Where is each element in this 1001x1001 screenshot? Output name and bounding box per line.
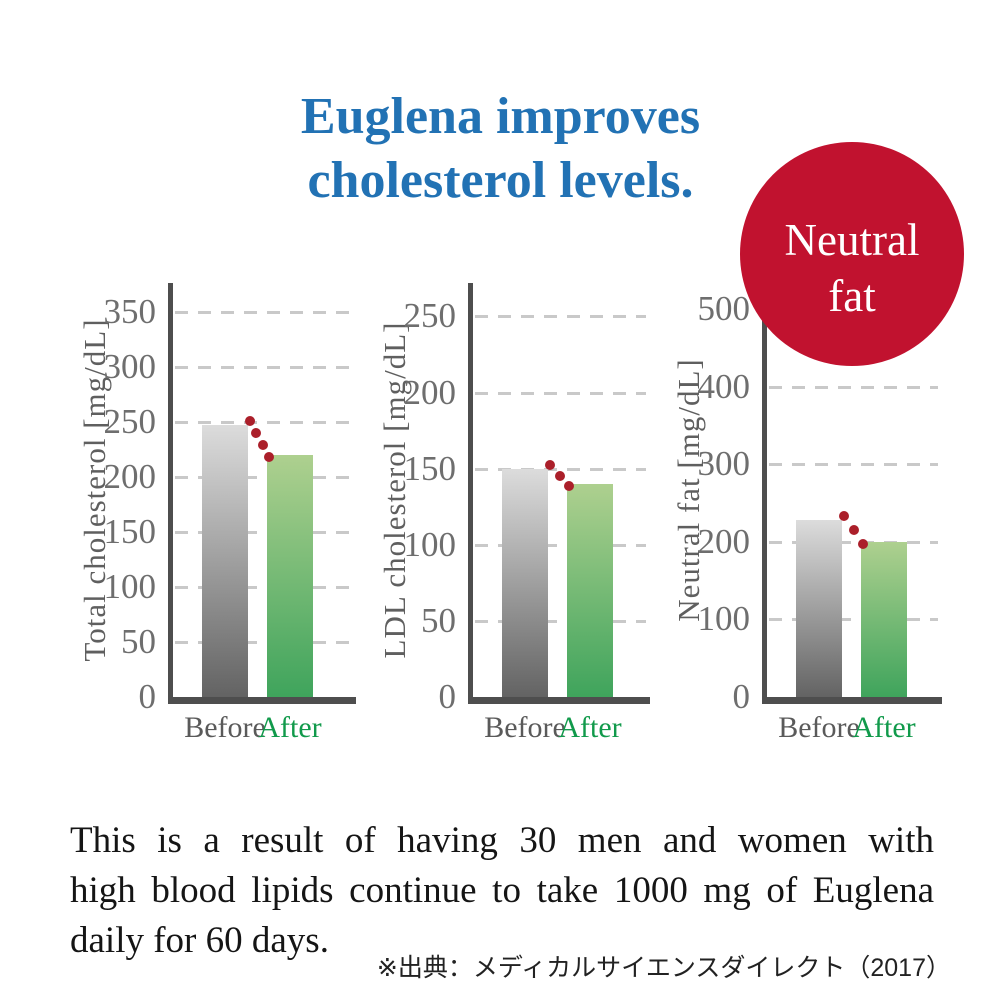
title-line-2: cholesterol levels. xyxy=(307,151,694,209)
trend-dot xyxy=(264,452,274,462)
gridline xyxy=(175,475,352,479)
y-axis xyxy=(168,283,173,704)
description-line-3: daily for 60 days. xyxy=(70,920,329,961)
gridline xyxy=(769,385,938,389)
y-tick-label: 50 xyxy=(121,621,156,661)
gridline xyxy=(475,543,646,547)
trend-dot xyxy=(245,416,255,426)
y-tick-label: 100 xyxy=(403,524,457,564)
y-tick-label: 400 xyxy=(697,366,751,406)
x-axis-baseline xyxy=(762,697,942,704)
description-line-2: high blood lipids continue to take 1000 … xyxy=(70,870,934,911)
category-label-before: Before xyxy=(484,711,566,744)
badge-line-2: fat xyxy=(828,271,876,321)
bar-after xyxy=(567,484,613,697)
trend-dot xyxy=(848,525,859,535)
chart-ldl-cholesterol: LDL cholesterol [mg/dL] Before After 0 50… xyxy=(377,283,650,744)
bar-before xyxy=(796,520,842,697)
gridline xyxy=(475,315,646,319)
y-tick-label: 100 xyxy=(697,599,751,639)
gridline xyxy=(475,391,646,395)
trend-dot xyxy=(251,428,262,438)
category-label-after: After xyxy=(258,711,322,744)
trend-dot xyxy=(858,539,868,549)
page-title: Euglena improves cholesterol levels. xyxy=(0,85,1001,213)
category-label-before: Before xyxy=(778,711,860,744)
trend-dot xyxy=(554,470,565,481)
y-axis xyxy=(468,283,473,704)
category-label-after: After xyxy=(852,711,916,744)
description-text: This is a result of having 30 men and wo… xyxy=(70,816,934,966)
y-tick-label: 200 xyxy=(697,521,751,561)
chart-total-cholesterol: Total cholesterol [mg/dL] Before After 0… xyxy=(77,283,356,744)
category-label-after: After xyxy=(558,711,622,744)
y-tick-label: 50 xyxy=(421,600,456,640)
gridline xyxy=(769,540,938,544)
title-line-1: Euglena improves xyxy=(300,87,701,145)
gridline xyxy=(175,310,352,314)
trend-dot xyxy=(545,460,555,470)
y-tick-label: 150 xyxy=(403,448,457,488)
gridline xyxy=(475,619,646,623)
trend-dot xyxy=(564,481,574,491)
y-tick-label: 0 xyxy=(732,677,751,716)
y-tick-label: 150 xyxy=(103,511,157,551)
chart-neutral-fat: Neutral fat [mg/dL] Before After 0 100 200… xyxy=(671,283,942,744)
description-line-1: This is a result of having 30 men and wo… xyxy=(70,820,934,861)
y-tick-label: 350 xyxy=(103,291,157,331)
bar-after xyxy=(861,542,907,697)
y-tick-label: 300 xyxy=(697,444,751,484)
gridline xyxy=(175,585,352,589)
bar-before xyxy=(502,469,548,697)
y-tick-label: 250 xyxy=(403,296,457,336)
gridline xyxy=(769,463,938,467)
gridline xyxy=(475,467,646,471)
gridline xyxy=(769,618,938,622)
category-label-before: Before xyxy=(184,711,266,744)
gridline xyxy=(175,365,352,369)
gridline xyxy=(175,640,352,644)
trend-dot xyxy=(257,440,268,450)
bar-after xyxy=(267,455,313,697)
trend-dot xyxy=(839,511,849,521)
y-tick-label: 250 xyxy=(103,401,157,441)
bar-before xyxy=(202,425,248,697)
y-tick-label: 300 xyxy=(103,346,157,386)
gridline xyxy=(175,530,352,534)
y-tick-label: 500 xyxy=(697,289,751,329)
neutral-fat-badge: Neutral fat xyxy=(740,142,964,366)
x-axis-baseline xyxy=(168,697,356,704)
badge-line-1: Neutral xyxy=(784,215,920,265)
y-tick-label: 0 xyxy=(138,677,157,716)
y-tick-label: 200 xyxy=(103,456,157,496)
y-axis xyxy=(762,283,767,704)
y-tick-label: 200 xyxy=(403,372,457,412)
source-citation: ※出典：メディカルサイエンスダイレクト（2017） xyxy=(376,954,951,982)
x-axis-baseline xyxy=(468,697,650,704)
y-tick-label: 0 xyxy=(438,677,457,716)
y-tick-label: 100 xyxy=(103,566,157,606)
gridline xyxy=(175,420,352,424)
